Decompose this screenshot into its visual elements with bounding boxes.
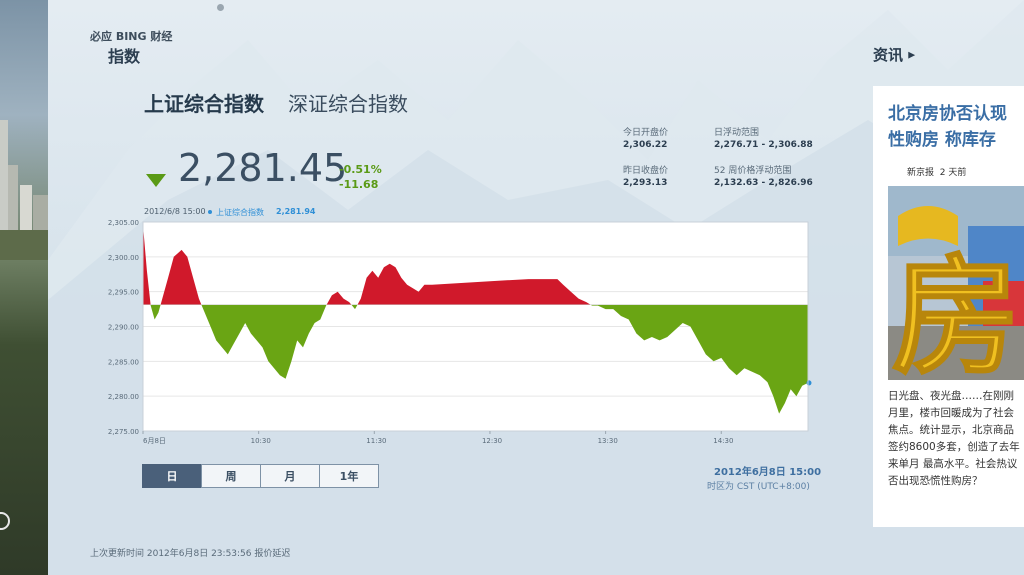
x-tick-label: 6月8日 [143,437,166,445]
news-source: 新京报 2 天前 [907,165,966,178]
page-title: 指数 [108,47,141,66]
range-selector: 日 周 月 1年 [142,464,379,488]
area-below-baseline [351,304,358,310]
y-tick-label: 2,275.00 [108,428,139,436]
news-excerpt-line: 焦点。统计显示，北京商品 [888,424,1014,436]
x-tick-label: 13:30 [598,437,618,445]
y-tick-label: 2,300.00 [108,254,139,262]
news-heading[interactable]: 资讯 ▶ [873,44,915,65]
y-tick-label: 2,285.00 [108,358,139,366]
news-title[interactable]: 北京房协否认现 性购房 称库存 [888,101,1024,153]
chart-plot-border [142,221,809,432]
page-indicator-dot [217,4,224,11]
x-tick-label: 11:30 [366,437,386,445]
tab-shanghai-composite[interactable]: 上证综合指数 [144,92,264,116]
chart-timezone: 时区为 CST (UTC+8:00) [707,482,810,492]
area-above-baseline [326,291,352,305]
down-arrow-icon [146,174,166,187]
news-title-line: 性购房 称库存 [888,130,996,150]
news-image-character: 房 [892,243,1020,380]
news-title-line: 北京房协否认现 [888,104,1007,124]
news-excerpt-line: 签约8600多套，创造了去年 [888,441,1020,453]
y-tick-label: 2,305.00 [108,219,139,227]
area-below-baseline [590,304,808,414]
current-value-dot [806,380,812,386]
y-tick-label: 2,295.00 [108,289,139,297]
day-range-value: 2,276.71 - 2,306.88 [714,140,813,150]
background-photo-strip [0,0,48,575]
range-tab-month[interactable]: 月 [260,464,320,488]
area-above-baseline [357,263,591,305]
app-brand: 必应 BING 财经 [90,30,173,43]
change-absolute: -11.68 [339,178,379,191]
news-age: 2 天前 [939,168,967,178]
news-excerpt-line: 否出现恐慌性购房？ [888,475,983,487]
x-tick-label: 10:30 [251,437,271,445]
week52-label: 52 周价格浮动范围 [714,166,792,176]
last-updated-text: 上次更新时间 2012年6月8日 23:53:56 报价延迟 [90,549,291,559]
tab-shenzhen-composite[interactable]: 深证综合指数 [288,92,408,116]
range-tab-week[interactable]: 周 [201,464,261,488]
chevron-right-icon: ▶ [908,50,916,61]
range-tab-year[interactable]: 1年 [319,464,379,488]
news-source-name: 新京报 [907,168,935,178]
area-above-baseline [143,225,151,305]
prev-close-value: 2,293.13 [623,178,668,188]
news-card[interactable]: 北京房协否认现 性购房 称库存 新京报 2 天前 房 日光盘、夜光盘……在刚刚 … [873,86,1024,527]
range-tab-day[interactable]: 日 [142,464,202,488]
open-label: 今日开盘价 [623,128,669,138]
open-value: 2,306.22 [623,140,668,150]
power-icon[interactable] [0,512,10,530]
series-dot-icon [208,210,212,214]
city-buildings-image [0,120,48,260]
news-excerpt: 日光盘、夜光盘……在刚刚 月里，楼市回暖成为了社会 焦点。统计显示，北京商品 签… [888,388,1024,490]
area-below-baseline [201,304,327,379]
area-below-baseline [150,304,161,320]
y-tick-label: 2,280.00 [108,393,139,401]
news-image[interactable]: 房 [888,186,1024,380]
chart-series-value: 2,281.94 [276,207,316,216]
news-excerpt-line: 月里，楼市回暖成为了社会 [888,407,1014,419]
day-range-label: 日浮动范围 [714,128,760,138]
x-tick-label: 12:30 [482,437,502,445]
area-above-baseline [160,249,202,305]
chart-date: 2012年6月8日 15:00 [714,467,822,478]
week52-value: 2,132.63 - 2,826.96 [714,178,813,188]
chart-series-name: 上证综合指数 [216,208,264,217]
y-tick-label: 2,290.00 [108,324,139,332]
news-excerpt-line: 日光盘、夜光盘……在刚刚 [888,390,1014,402]
news-excerpt-line: 来单月 最高水平。社会热议 [888,458,1018,470]
news-heading-label: 资讯 [873,46,904,64]
chart-cursor-time: 2012/6/8 15:00 [144,207,206,216]
intraday-chart[interactable]: 2,305.00 2,300.00 2,295.00 2,290.00 2,285.00… [100,214,812,450]
prev-close-label: 昨日收盘价 [623,166,669,176]
index-price: 2,281.45 [178,146,348,190]
x-tick-label: 14:30 [713,437,733,445]
change-percent: -0.51% [339,163,382,176]
